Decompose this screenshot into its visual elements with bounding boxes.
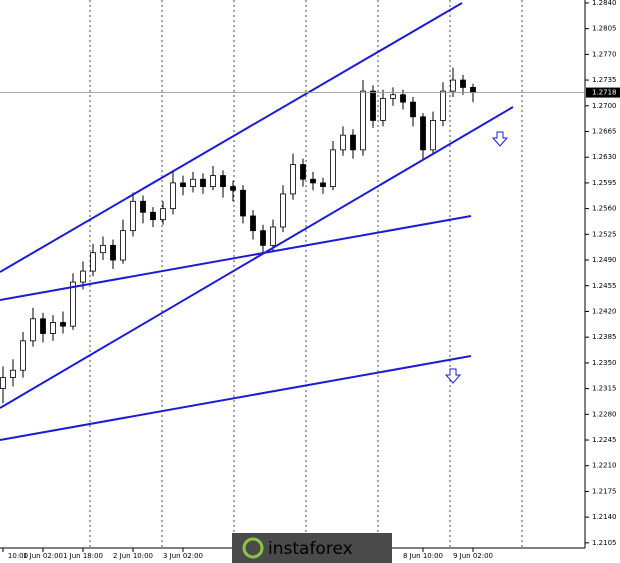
candle-body	[180, 182, 186, 187]
y-tick-label: 1.2140	[592, 513, 617, 521]
channel-upper	[0, 2, 463, 273]
candle-body	[240, 189, 246, 217]
candle-body	[390, 94, 396, 99]
x-tick-label: 10:00	[8, 552, 28, 560]
candle-body	[340, 134, 346, 151]
x-tick-label: 1 Jun 18:00	[63, 552, 103, 560]
y-tick-label: 1.2455	[592, 282, 617, 290]
candle-body	[140, 200, 146, 213]
candle-body	[70, 281, 76, 327]
watermark-text: instaforex	[268, 539, 353, 559]
candle-body	[100, 244, 106, 254]
candle-body	[80, 270, 86, 283]
y-tick-label: 1.2770	[592, 50, 617, 58]
x-tick-label: 8 Jun 10:00	[403, 552, 443, 560]
candle-body	[150, 211, 156, 221]
y-tick-label: 1.2350	[592, 359, 617, 367]
candle-body	[290, 164, 296, 195]
candle-body	[220, 175, 226, 187]
logo-icon	[242, 537, 264, 559]
candle-body	[30, 318, 36, 342]
y-tick-label: 1.2490	[592, 256, 617, 264]
current-price-box	[586, 87, 620, 98]
y-tick-label: 1.2700	[592, 102, 617, 110]
candle-body	[300, 164, 306, 180]
candle-body	[380, 98, 386, 121]
y-tick-label: 1.2735	[592, 76, 617, 84]
candle-body	[200, 178, 206, 187]
candle-body	[160, 208, 166, 221]
arrow-down	[491, 131, 509, 147]
candle-body	[330, 149, 336, 187]
candle-body	[400, 94, 406, 103]
candle-body	[440, 90, 446, 121]
candle-body	[360, 90, 366, 151]
candle-body	[320, 182, 326, 187]
candle-body	[450, 79, 456, 92]
candle-body	[0, 377, 6, 389]
y-tick-label: 1.2840	[592, 0, 617, 7]
candle-body	[250, 215, 256, 232]
candle-body	[370, 90, 376, 121]
candle-body	[350, 134, 356, 151]
candle-body	[310, 178, 316, 184]
trend-lines	[0, 2, 514, 441]
candle-body	[120, 230, 126, 261]
y-tick-label: 1.2315	[592, 385, 617, 393]
candle-body	[170, 182, 176, 210]
candle-body	[470, 87, 476, 93]
arrow-down	[444, 368, 462, 384]
x-tick-label: 9 Jun 02:00	[453, 552, 493, 560]
candle-body	[420, 116, 426, 151]
candle-body	[260, 230, 266, 246]
y-tick-label: 1.2175	[592, 487, 617, 495]
trend-line	[0, 215, 472, 301]
y-tick-label: 1.2805	[592, 25, 617, 33]
y-tick-label: 1.2420	[592, 307, 617, 315]
candle-body	[460, 79, 466, 88]
candle-body	[60, 322, 66, 327]
day-separators	[89, 0, 523, 548]
candle-body	[210, 175, 216, 187]
y-tick-label: 1.2665	[592, 127, 617, 135]
candle-body	[270, 226, 276, 246]
logo-box	[232, 533, 392, 563]
watermark: instaforex	[232, 533, 392, 563]
y-tick-label: 1.2630	[592, 153, 617, 161]
y-tick-label: 1.2595	[592, 179, 617, 187]
channel-lower	[0, 106, 514, 409]
y-tick-label: 1.2280	[592, 410, 617, 418]
candle-body	[50, 322, 56, 334]
candle-body	[20, 340, 26, 371]
candle-body	[10, 369, 16, 378]
candle-body	[40, 318, 46, 334]
y-tick-label: 1.2385	[592, 333, 617, 341]
candle-body	[410, 101, 416, 118]
x-tick-label: 3 Jun 02:00	[163, 552, 203, 560]
candle-body	[90, 252, 96, 272]
x-tick-label: 1 Jun 02:00	[23, 552, 63, 560]
y-tick-label: 1.2210	[592, 462, 617, 470]
trend-line	[0, 355, 472, 441]
candle-body	[130, 200, 136, 232]
current-price-label: 1.2718	[592, 89, 617, 97]
y-tick-label: 1.2105	[592, 539, 617, 547]
candle-body	[430, 120, 436, 151]
candle-body	[190, 178, 196, 187]
candles	[0, 67, 476, 404]
candle-body	[230, 186, 236, 191]
y-tick-label: 1.2525	[592, 230, 617, 238]
y-tick-label: 1.2560	[592, 205, 617, 213]
candle-body	[280, 193, 286, 228]
candle-body	[110, 244, 116, 261]
x-tick-label: 2 Jun 10:00	[113, 552, 153, 560]
y-tick-label: 1.2245	[592, 436, 617, 444]
